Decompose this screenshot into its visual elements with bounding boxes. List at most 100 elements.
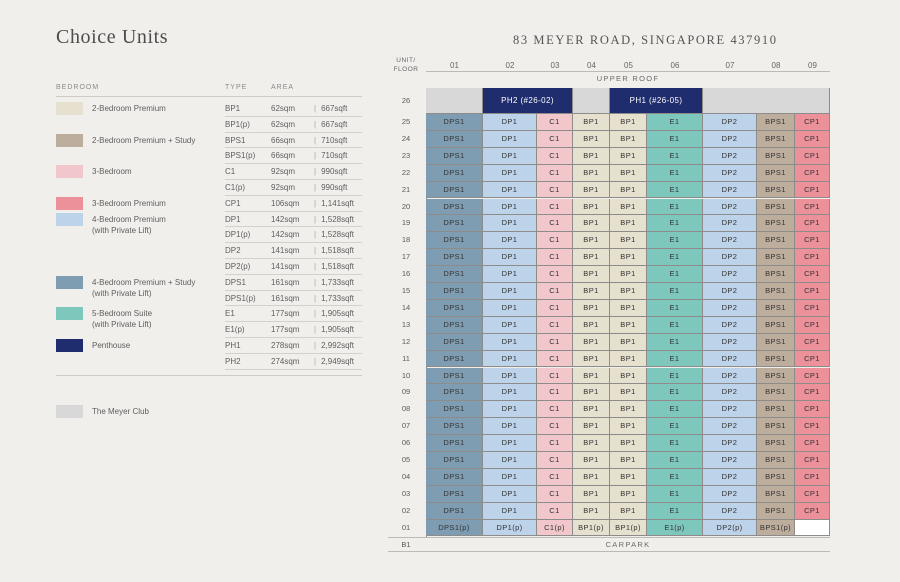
legend-bedroom-name: 5-Bedroom Suite (with Private Lift) [92, 309, 153, 330]
area-sqft: 1,905sqft [321, 309, 354, 319]
legend-type-row: DP2(p) 141sqm | 1,518sqft [56, 259, 362, 275]
area-separator: | [314, 151, 317, 161]
unit-cell: DPS1 [426, 401, 483, 419]
unit-cell: CP1 [795, 114, 830, 131]
unit-cell: BPS1 [757, 181, 795, 199]
unit-cell: BP1 [610, 114, 647, 131]
unit-type-code: BP1 [225, 101, 269, 117]
legend-type-row: DPS1(p) 161sqm | 1,733sqft [56, 291, 362, 307]
unit-cell: E1 [647, 468, 703, 486]
area-sqm: 274sqm [271, 356, 300, 366]
unit-cell-ground: C1(p) [537, 519, 573, 537]
unit-cell: E1 [647, 147, 703, 165]
unit-cell: DP1 [483, 215, 537, 233]
unit-cell: BP1 [610, 502, 647, 520]
column-header-06: 06 [647, 59, 703, 72]
unit-area: 177sqm | 1,905sqft [269, 322, 362, 338]
unit-cell: DP1 [483, 350, 537, 368]
project-address: 83 MEYER ROAD, SINGAPORE 437910 [513, 33, 778, 47]
unit-cell: DP1 [483, 384, 537, 402]
area-sqm: 62sqm [271, 104, 296, 113]
unit-cell: BPS1 [757, 485, 795, 503]
unit-cell: BPS1 [757, 401, 795, 419]
unit-cell: BP1 [610, 401, 647, 419]
unit-cell: E1 [647, 232, 703, 250]
unit-area: 66sqm | 710sqft [269, 133, 362, 149]
unit-cell: C1 [537, 299, 573, 317]
unit-cell: CP1 [795, 435, 830, 452]
unit-cell: C1 [537, 350, 573, 368]
unit-cell: DPS1 [426, 435, 483, 452]
unit-cell: DP1 [483, 283, 537, 300]
column-header-04: 04 [573, 59, 610, 72]
legend-header: BEDROOM TYPE AREA [56, 80, 362, 97]
floor-label: 11 [402, 353, 410, 363]
floor-label: 10 [401, 370, 411, 380]
legend-type-row: BPS1 66sqm | 710sqft [56, 133, 362, 149]
unit-cell: DP2 [703, 401, 757, 419]
unit-cell: E1 [647, 181, 703, 199]
unit-cell: E1 [647, 485, 703, 503]
upper-roof-label: UPPER ROOF [596, 74, 660, 83]
unit-cell: DP1 [483, 468, 537, 486]
unit-cell: BP1 [610, 418, 647, 436]
unit-cell: C1 [537, 333, 573, 351]
unit-cell: BP1 [610, 367, 647, 385]
unit-cell: BP1 [610, 266, 647, 283]
unit-cell: C1 [537, 401, 573, 419]
area-header: AREA [271, 84, 295, 91]
unit-cell: C1 [537, 164, 573, 182]
area-sqft: 710sqft [321, 135, 348, 145]
unit-type-legend: BEDROOM TYPE AREA 2-Bedroom Premium BP1 62… [56, 80, 362, 418]
area-sqm: 177sqm [271, 325, 300, 335]
unit-cell: BPS1 [757, 299, 795, 317]
unit-cell: E1 [647, 384, 703, 402]
unit-cell: DP2 [703, 283, 757, 300]
area-sqft: 1,528sqft [321, 230, 354, 240]
type-header: TYPE [225, 84, 248, 91]
area-sqft: 990sqft [321, 167, 348, 177]
unit-type-code: DPS1(p) [225, 291, 269, 307]
unit-cell: BPS1 [757, 316, 795, 334]
unit-area: 142sqm | 1,528sqft [269, 212, 362, 228]
unit-cell: BPS1 [757, 114, 795, 131]
bedroom-header: BEDROOM [56, 84, 100, 91]
unit-cell: C1 [537, 384, 573, 402]
unit-cell: BP1 [573, 299, 610, 317]
unit-type-code: PH1 [225, 338, 269, 354]
unit-cell: DPS1 [426, 367, 483, 385]
unit-type-code: DP2 [225, 243, 269, 259]
unit-type-code: BPS1 [225, 133, 269, 149]
unit-cell: CP1 [795, 266, 830, 283]
unit-cell: DP1 [483, 299, 537, 317]
unit-cell: CP1 [795, 215, 830, 233]
area-sqm: 92sqm [271, 182, 296, 192]
unit-cell: CP1 [795, 350, 830, 368]
area-separator: | [314, 277, 317, 287]
unit-type-code: E1(p) [225, 322, 269, 338]
area-sqm: 66sqm [271, 135, 296, 145]
column-header-03: 03 [537, 59, 573, 72]
area-separator: | [314, 341, 317, 350]
unit-cell: CP1 [795, 401, 830, 419]
unit-cell: DP1 [483, 249, 537, 267]
floor-label: 13 [401, 319, 411, 329]
legend-swatch [56, 196, 83, 210]
unit-cell: BP1 [610, 333, 647, 351]
unit-cell: CP1 [795, 333, 830, 351]
unit-cell: BPS1 [757, 283, 795, 300]
unit-cell: CP1 [795, 384, 830, 402]
unit-cell: BP1 [610, 316, 647, 334]
floor-label: 23 [401, 150, 411, 160]
unit-cell: BPS1 [757, 333, 795, 351]
legend-type-row: C1(p) 92sqm | 990sqft [56, 180, 362, 196]
floor-label: 14 [401, 302, 411, 312]
unit-cell: DP1 [483, 316, 537, 334]
unit-cell: CP1 [795, 130, 830, 148]
floor-label: 19 [401, 218, 411, 228]
unit-cell: BP1 [573, 114, 610, 131]
unit-cell: C1 [537, 198, 573, 216]
unit-area: 278sqm | 2,992sqft [269, 338, 362, 354]
unit-cell: E1 [647, 452, 703, 469]
unit-cell: DPS1 [426, 164, 483, 182]
